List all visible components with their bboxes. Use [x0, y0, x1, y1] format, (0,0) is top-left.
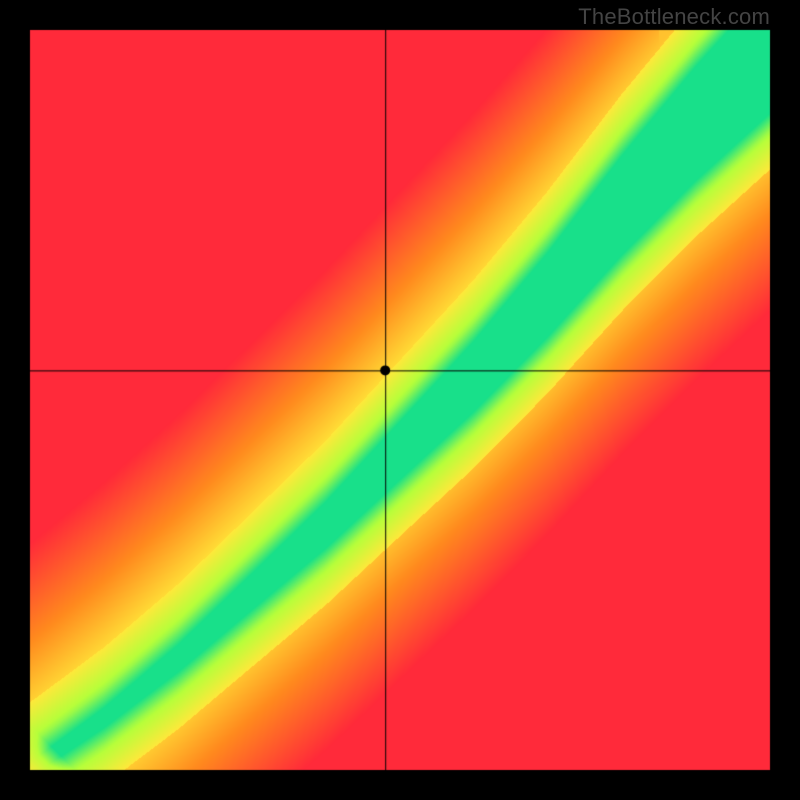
watermark-text: TheBottleneck.com	[578, 4, 770, 30]
bottleneck-heatmap	[0, 0, 800, 800]
